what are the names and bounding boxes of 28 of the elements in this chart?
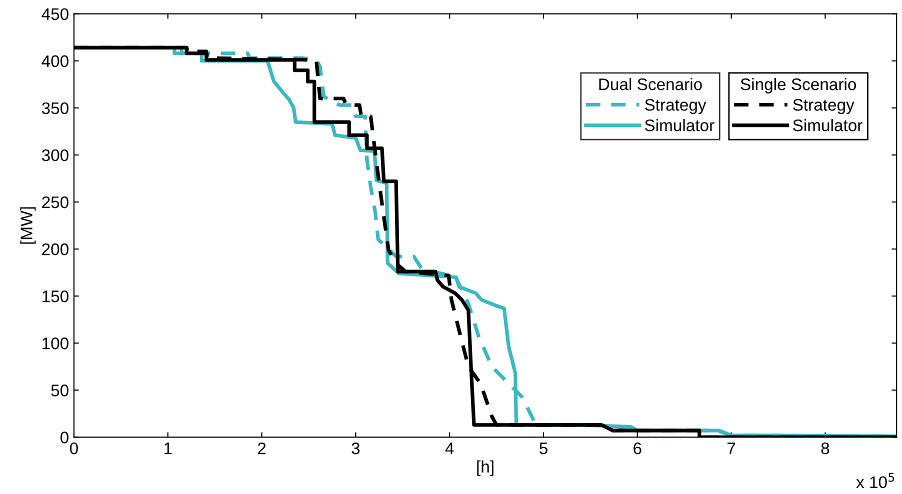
x-tick-label: 5: [540, 442, 548, 454]
x-tick-label: 7: [728, 442, 736, 454]
x-axis-title: [h]: [477, 460, 494, 476]
x-tick-label: 4: [445, 442, 454, 454]
y-tick-label: 50: [51, 384, 68, 396]
y-tick-label: 100: [42, 338, 68, 350]
x-tick-label: 8: [821, 442, 830, 454]
y-tick-label: 150: [42, 290, 68, 302]
y-tick-label: 350: [42, 102, 68, 114]
x-tick-label: 6: [634, 442, 642, 454]
text: Single Scenario: [740, 78, 856, 94]
legend-label: Simulator: [793, 119, 862, 132]
y-axis-title: [MW]: [20, 207, 36, 244]
legend-label: Strategy: [644, 98, 706, 114]
y-tick-label: 400: [42, 55, 68, 68]
x-tick-label: 0: [70, 442, 78, 454]
legend-label: Strategy: [793, 98, 854, 114]
text: Dual Scenario: [599, 78, 702, 90]
y-tick-label: 250: [42, 196, 68, 208]
x-tick-label: 2: [258, 442, 266, 454]
x-tick-label: 3: [352, 442, 360, 454]
legend-label: Simulator: [644, 119, 714, 132]
x-tick-label: 1: [164, 442, 172, 454]
text: x 10$^{5}$: [856, 473, 894, 488]
y-tick-label: 450: [42, 8, 68, 20]
y-tick-label: 0: [60, 432, 68, 444]
y-tick-label: 200: [42, 243, 68, 256]
y-tick-label: 300: [42, 149, 68, 162]
